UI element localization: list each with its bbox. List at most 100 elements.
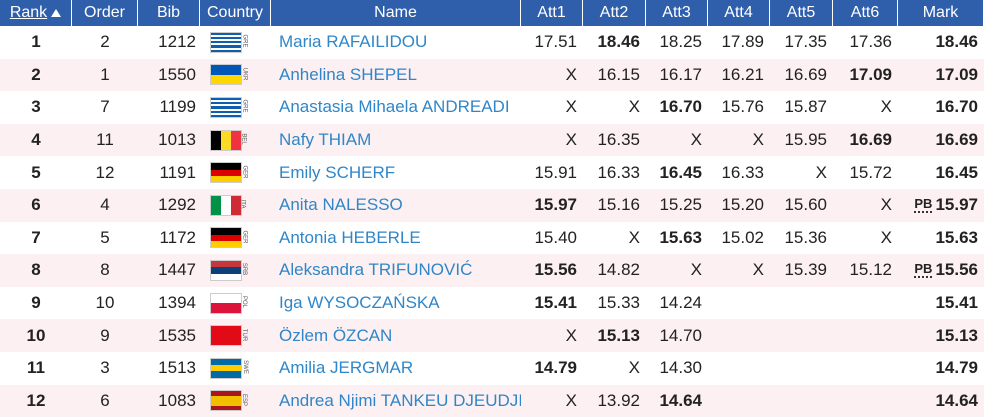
column-header-label: Att3 — [662, 4, 691, 21]
athlete-name[interactable]: Nafy THIAM — [279, 130, 372, 150]
column-header[interactable]: Rank — [0, 0, 72, 26]
attempt: 14.82 — [597, 260, 640, 280]
country-code: GER — [241, 165, 248, 179]
mark: 16.70 — [898, 91, 984, 124]
flag-stripe — [211, 371, 241, 378]
flag-stripe — [211, 234, 241, 242]
attempt: 14.64 — [659, 390, 702, 410]
athlete-name[interactable]: Anita NALESSO — [279, 195, 403, 215]
attempt: 15.20 — [721, 195, 764, 215]
athlete-name[interactable]: Özlem ÖZCAN — [279, 325, 393, 345]
mark-value: 15.97 — [935, 195, 978, 215]
country: ITA — [200, 189, 271, 222]
mark-value: 15.63 — [935, 227, 978, 247]
result-row: 12 6 1083 ESP Andrea Njimi TANKEU DJEUDJI X 13… — [0, 384, 984, 418]
column-header[interactable]: Att6 — [833, 0, 898, 26]
attempt: 15.95 — [784, 130, 827, 150]
attempt: 15.41 — [534, 293, 577, 313]
country: GRE — [200, 91, 271, 124]
country: POL — [200, 287, 271, 320]
country-code: TUR — [241, 328, 248, 341]
bib: 1191 — [159, 162, 196, 182]
column-header[interactable]: Att3 — [646, 0, 708, 26]
result-row: 11 3 1513 SWE Amilia JERGMAR 14.79 X 14.30 14.79 — [0, 352, 984, 385]
flag-stripe — [211, 326, 241, 346]
bib: 1447 — [158, 260, 196, 280]
rank: 3 — [31, 97, 41, 117]
attempt: 16.21 — [721, 64, 764, 84]
country-code: UKR — [241, 67, 248, 81]
athlete-name[interactable]: Emily SCHERF — [279, 162, 396, 182]
rank: 4 — [31, 130, 41, 150]
flag-stripe — [211, 241, 241, 248]
attempt: X — [628, 358, 640, 378]
column-header[interactable]: Att4 — [708, 0, 770, 26]
athlete-name[interactable]: Aleksandra TRIFUNOVIĆ — [279, 260, 473, 280]
athlete-name[interactable]: Iga WYSOCZAŃSKA — [279, 293, 440, 313]
mark: 17.09 — [898, 59, 984, 92]
attempt: 15.91 — [534, 162, 577, 182]
athlete-name[interactable]: Anhelina SHEPEL — [279, 64, 417, 84]
column-header[interactable]: Bib — [138, 0, 200, 26]
athlete-name[interactable]: Antonia HEBERLE — [279, 227, 421, 247]
order: 2 — [100, 32, 110, 52]
column-header[interactable]: Order — [72, 0, 138, 26]
flag — [210, 129, 242, 151]
attempt: 15.87 — [784, 97, 827, 117]
bib: 1292 — [158, 195, 196, 215]
athlete-name[interactable]: Anastasia Mihaela ANDREADI — [279, 97, 510, 117]
attempt: 17.09 — [849, 64, 892, 84]
flag-stripe — [211, 273, 241, 280]
country: GRE — [200, 26, 271, 59]
rank: 1 — [31, 32, 41, 52]
flag-stripe — [211, 228, 241, 235]
mark-value: 17.09 — [935, 64, 978, 84]
flag-stripe — [211, 45, 241, 48]
flag — [210, 227, 242, 249]
attempt: 15.63 — [659, 227, 702, 247]
country: GER — [200, 156, 271, 189]
country: UKR — [200, 59, 271, 92]
flag-stripe — [231, 195, 241, 215]
attempt: X — [880, 195, 892, 215]
column-header[interactable]: Name — [271, 0, 521, 26]
column-header[interactable]: Mark — [898, 0, 984, 26]
athlete-name[interactable]: Maria RAFAILIDOU — [279, 32, 428, 52]
flag — [210, 162, 242, 184]
order: 3 — [100, 358, 110, 378]
result-row: 8 8 1447 SRB Aleksandra TRIFUNOVIĆ 15.56 14.82… — [0, 254, 984, 287]
attempt: X — [880, 227, 892, 247]
attempt: X — [628, 227, 640, 247]
attempt: 15.56 — [534, 260, 577, 280]
flag-stripe — [211, 100, 241, 103]
column-header[interactable]: Att1 — [521, 0, 583, 26]
column-header-label: Att2 — [599, 4, 629, 21]
athlete-name[interactable]: Amilia JERGMAR — [279, 358, 414, 378]
order: 5 — [100, 227, 110, 247]
rank: 8 — [31, 260, 41, 280]
attempt: 16.45 — [659, 162, 702, 182]
flag-stripe — [211, 175, 241, 183]
column-header-label: Order — [84, 4, 125, 21]
column-header[interactable]: Att2 — [583, 0, 646, 26]
order: 11 — [96, 130, 114, 150]
attempt: 14.30 — [659, 358, 702, 378]
country-code: ESP — [241, 393, 248, 406]
column-header[interactable]: Country — [200, 0, 271, 26]
attempt: X — [565, 130, 577, 150]
flag-stripe — [211, 293, 241, 304]
column-header[interactable]: Att5 — [770, 0, 833, 26]
flag-stripe — [231, 130, 241, 150]
mark: 15.63 — [898, 222, 984, 255]
bib: 1172 — [159, 227, 196, 247]
attempt: 15.13 — [597, 325, 640, 345]
flag-stripe — [211, 195, 221, 215]
result-row: 3 7 1199 GRE Anastasia Mihaela ANDREADI X X 16.… — [0, 91, 984, 124]
attempt: 15.39 — [784, 260, 827, 280]
attempt: 15.76 — [721, 97, 764, 117]
flag-stripe — [211, 400, 241, 406]
athlete-name[interactable]: Andrea Njimi TANKEU DJEUDJI — [279, 390, 521, 410]
attempt: 16.17 — [659, 64, 702, 84]
result-row: 9 10 1394 POL Iga WYSOCZAŃSKA 15.41 15.33 14.24… — [0, 286, 984, 320]
country: BEL — [200, 124, 271, 157]
